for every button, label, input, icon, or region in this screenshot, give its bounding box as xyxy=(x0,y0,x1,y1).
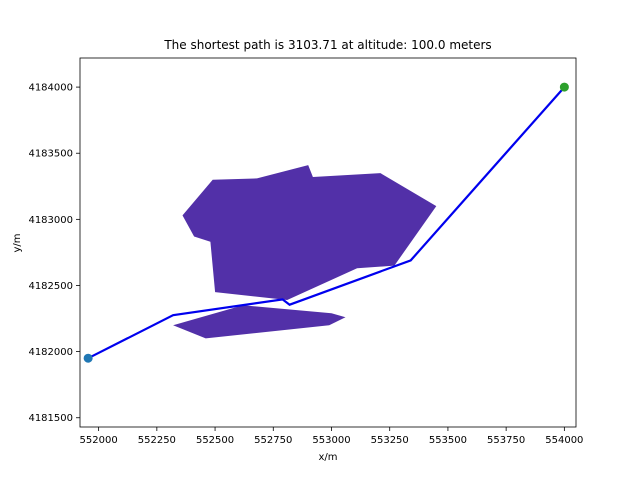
obstacle-polygon-2 xyxy=(173,305,346,339)
path-layer xyxy=(87,86,566,360)
marker-layer xyxy=(83,82,569,363)
axes-frame xyxy=(79,57,577,428)
y-tick-label: 4184000 xyxy=(28,83,73,94)
x-tick-label: 553250 xyxy=(371,435,409,446)
y-tick-label: 4182000 xyxy=(28,347,73,358)
y-tick-label: 4181500 xyxy=(28,413,73,424)
y-tick-label: 4182500 xyxy=(28,281,73,292)
obstacle-layer xyxy=(173,165,437,339)
x-tick-label: 552250 xyxy=(138,435,176,446)
shortest-path-line xyxy=(87,86,566,360)
x-tick-label: 552750 xyxy=(254,435,292,446)
y-tick-label: 4183000 xyxy=(28,215,73,226)
chart-title: The shortest path is 3103.71 at altitude… xyxy=(163,38,491,52)
x-tick-label: 553750 xyxy=(487,435,525,446)
x-tick-label: 553500 xyxy=(429,435,467,446)
y-tick-label: 4183500 xyxy=(28,149,73,160)
obstacle-polygon-1 xyxy=(182,165,437,300)
goal-point-marker xyxy=(559,82,569,92)
x-axis-ticks: 552000 552250 552500 552750 553000 553250 5535… xyxy=(80,427,583,446)
plot-area xyxy=(83,82,569,363)
y-axis-ticks: 4181500 4182000 4182500 4183000 4183500 41840… xyxy=(28,83,80,424)
x-tick-label: 552500 xyxy=(196,435,234,446)
start-point-marker xyxy=(83,353,93,363)
y-axis-label: y/m xyxy=(12,233,23,252)
x-tick-label: 553000 xyxy=(312,435,350,446)
x-tick-label: 552000 xyxy=(80,435,118,446)
x-tick-label: 554000 xyxy=(545,435,583,446)
x-axis-label: x/m xyxy=(318,452,337,463)
